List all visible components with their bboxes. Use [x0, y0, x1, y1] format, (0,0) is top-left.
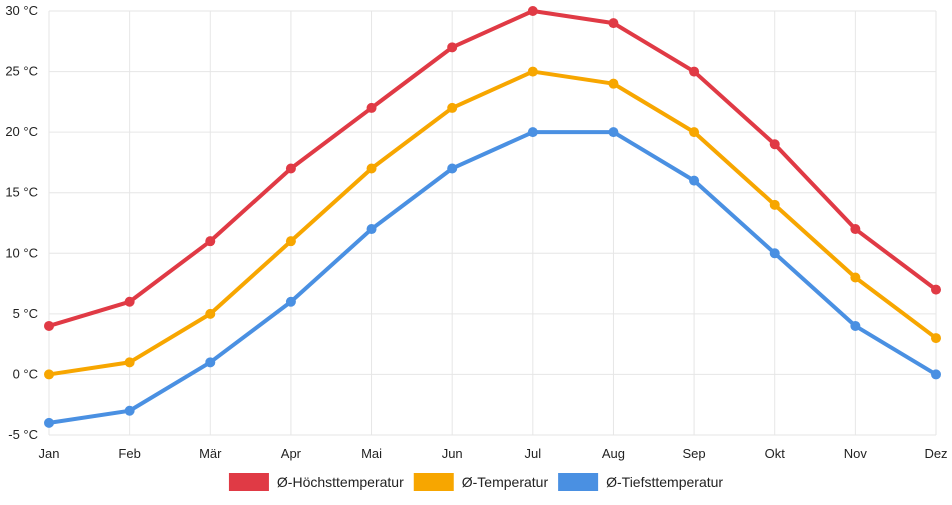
data-point[interactable]	[124, 405, 135, 416]
x-tick-label: Dez	[924, 446, 947, 461]
data-point[interactable]	[850, 320, 861, 331]
data-point[interactable]	[447, 163, 458, 174]
y-tick-label: 30 °C	[5, 3, 38, 18]
legend-label: Ø-Höchsttemperatur	[277, 474, 404, 490]
data-point[interactable]	[285, 236, 296, 247]
y-tick-label: 15 °C	[5, 185, 38, 200]
data-point[interactable]	[124, 357, 135, 368]
legend-swatch	[413, 473, 454, 491]
data-point[interactable]	[285, 296, 296, 307]
data-point[interactable]	[527, 66, 538, 77]
data-point[interactable]	[850, 224, 861, 235]
legend-label: Ø-Tiefsttemperatur	[606, 474, 723, 490]
data-point[interactable]	[931, 284, 941, 295]
x-tick-label: Mai	[361, 446, 382, 461]
data-point[interactable]	[447, 42, 458, 53]
x-tick-label: Jun	[442, 446, 463, 461]
data-point[interactable]	[931, 333, 941, 344]
x-tick-label: Mär	[199, 446, 222, 461]
data-point[interactable]	[366, 224, 377, 235]
data-point[interactable]	[689, 175, 700, 186]
legend-swatch	[228, 473, 269, 491]
grid	[48, 10, 937, 436]
series-line	[47, 130, 938, 425]
legend-item[interactable]: Ø-Höchsttemperatur	[228, 473, 404, 491]
y-tick-label: -5 °C	[8, 427, 38, 442]
x-tick-label: Aug	[602, 446, 625, 461]
data-point[interactable]	[608, 127, 619, 138]
data-point[interactable]	[44, 417, 54, 428]
data-point[interactable]	[689, 66, 700, 77]
data-point[interactable]	[205, 357, 216, 368]
series-2	[44, 127, 941, 428]
data-point[interactable]	[689, 127, 700, 138]
data-point[interactable]	[527, 127, 538, 138]
legend-label: Ø-Temperatur	[462, 474, 549, 490]
series	[44, 6, 941, 428]
data-point[interactable]	[447, 102, 458, 113]
data-point[interactable]	[608, 18, 619, 29]
data-point[interactable]	[366, 102, 377, 113]
data-point[interactable]	[366, 163, 377, 174]
data-point[interactable]	[205, 308, 216, 319]
y-tick-label: 5 °C	[13, 306, 38, 321]
y-tick-label: 0 °C	[13, 366, 38, 381]
x-tick-label: Okt	[765, 446, 786, 461]
legend[interactable]: Ø-Höchsttemperatur Ø-Temperatur Ø-Tiefstte…	[228, 473, 723, 491]
data-point[interactable]	[527, 6, 538, 16]
series-0	[44, 6, 941, 331]
axes: 30 °C 25 °C 20 °C 15 °C 10 °C 5 °C 0 °C -5 °CJa…	[5, 3, 947, 461]
x-tick-label: Jan	[39, 446, 60, 461]
data-point[interactable]	[769, 139, 780, 150]
series-line	[47, 9, 938, 328]
data-point[interactable]	[285, 163, 296, 174]
data-point[interactable]	[769, 199, 780, 210]
x-tick-label: Jul	[525, 446, 542, 461]
x-tick-label: Sep	[683, 446, 706, 461]
data-point[interactable]	[124, 296, 135, 307]
data-point[interactable]	[931, 369, 941, 380]
data-point[interactable]	[608, 78, 619, 89]
data-point[interactable]	[44, 369, 54, 380]
series-1	[44, 66, 941, 380]
legend-item[interactable]: Ø-Tiefsttemperatur	[558, 473, 723, 491]
x-tick-label: Feb	[118, 446, 140, 461]
y-tick-label: 20 °C	[5, 124, 38, 139]
x-tick-label: Nov	[844, 446, 868, 461]
legend-item[interactable]: Ø-Temperatur	[413, 473, 549, 491]
data-point[interactable]	[44, 320, 54, 331]
legend-swatch	[558, 473, 599, 491]
data-point[interactable]	[850, 272, 861, 283]
data-point[interactable]	[769, 248, 780, 259]
x-tick-label: Apr	[281, 446, 302, 461]
data-point[interactable]	[205, 236, 216, 247]
series-line	[47, 69, 938, 377]
y-tick-label: 10 °C	[5, 245, 38, 260]
y-tick-label: 25 °C	[5, 64, 38, 79]
